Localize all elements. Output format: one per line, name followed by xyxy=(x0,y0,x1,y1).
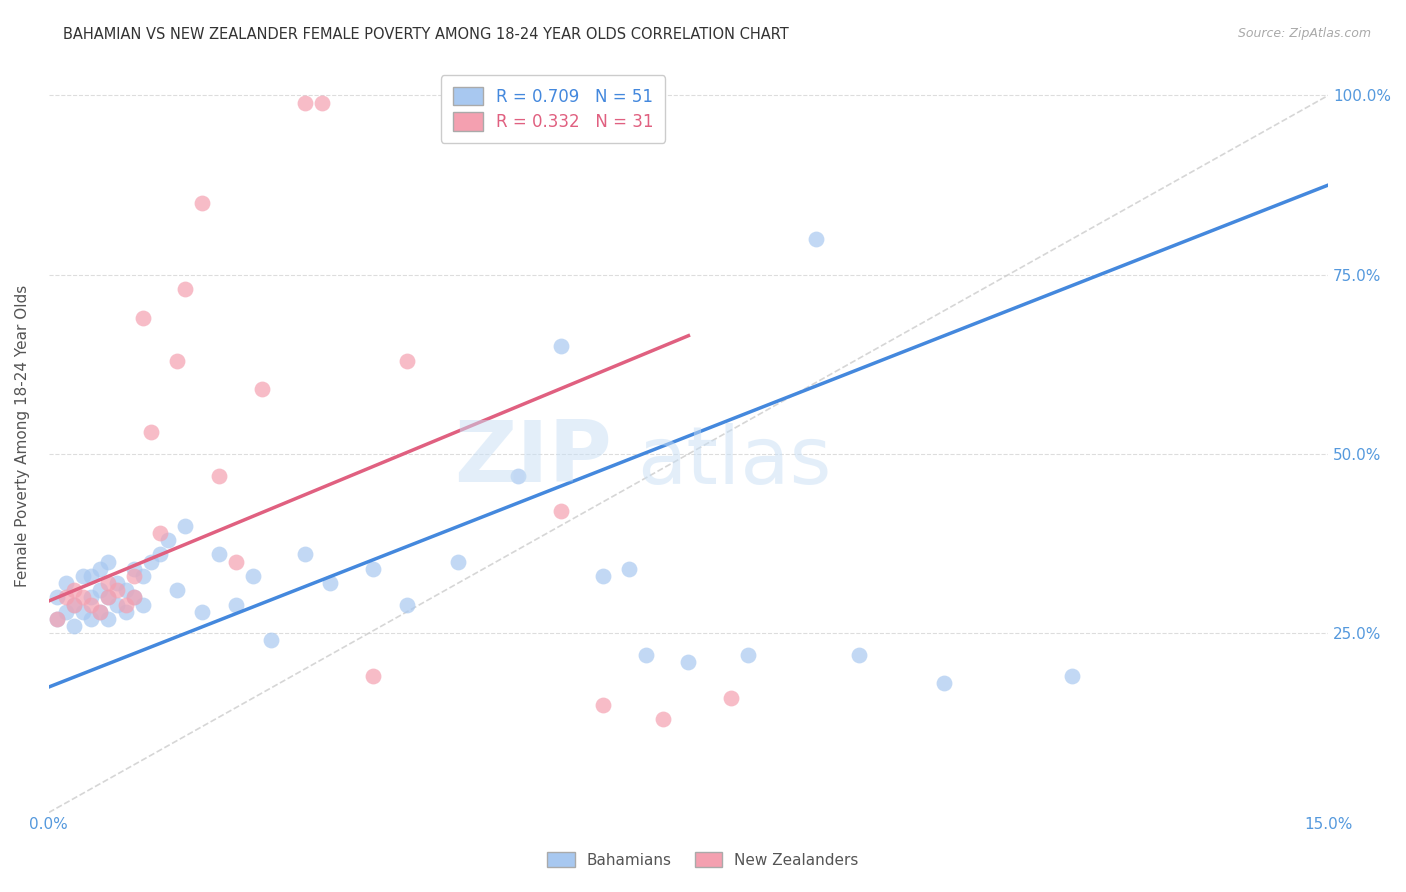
Point xyxy=(131,310,153,325)
Point xyxy=(592,569,614,583)
Point xyxy=(848,648,870,662)
Point xyxy=(122,562,145,576)
Point xyxy=(1062,669,1084,683)
Point xyxy=(174,518,197,533)
Point xyxy=(319,576,342,591)
Point xyxy=(259,633,281,648)
Point xyxy=(191,605,214,619)
Point xyxy=(80,569,103,583)
Point xyxy=(80,612,103,626)
Point xyxy=(89,605,111,619)
Point xyxy=(97,591,120,605)
Point xyxy=(46,612,69,626)
Legend: R = 0.709   N = 51, R = 0.332   N = 31: R = 0.709 N = 51, R = 0.332 N = 31 xyxy=(441,76,665,143)
Point xyxy=(934,676,956,690)
Point xyxy=(250,383,273,397)
Point xyxy=(131,598,153,612)
Point xyxy=(122,591,145,605)
Point xyxy=(166,353,188,368)
Point xyxy=(114,605,136,619)
Text: Source: ZipAtlas.com: Source: ZipAtlas.com xyxy=(1237,27,1371,40)
Point xyxy=(139,555,162,569)
Point xyxy=(72,569,94,583)
Point xyxy=(55,591,77,605)
Point xyxy=(114,583,136,598)
Point xyxy=(395,353,418,368)
Point xyxy=(634,648,657,662)
Point xyxy=(149,548,172,562)
Point xyxy=(122,591,145,605)
Point xyxy=(166,583,188,598)
Point xyxy=(225,555,247,569)
Point xyxy=(361,562,384,576)
Point xyxy=(105,583,128,598)
Point xyxy=(97,555,120,569)
Point xyxy=(63,583,86,598)
Point xyxy=(97,591,120,605)
Point xyxy=(311,95,333,110)
Point xyxy=(191,196,214,211)
Point xyxy=(294,548,316,562)
Point xyxy=(80,598,103,612)
Point xyxy=(149,525,172,540)
Point xyxy=(89,583,111,598)
Point xyxy=(395,598,418,612)
Point xyxy=(806,232,828,246)
Point xyxy=(447,555,470,569)
Point xyxy=(720,690,742,705)
Point xyxy=(550,504,572,518)
Point xyxy=(55,605,77,619)
Point xyxy=(63,598,86,612)
Point xyxy=(592,698,614,712)
Point xyxy=(617,562,640,576)
Point xyxy=(97,576,120,591)
Point xyxy=(157,533,180,547)
Point xyxy=(46,612,69,626)
Point xyxy=(208,548,231,562)
Point xyxy=(89,605,111,619)
Point xyxy=(139,425,162,440)
Point xyxy=(678,655,700,669)
Point xyxy=(97,612,120,626)
Point xyxy=(63,619,86,633)
Text: ZIP: ZIP xyxy=(454,417,612,500)
Point xyxy=(294,95,316,110)
Legend: Bahamians, New Zealanders: Bahamians, New Zealanders xyxy=(540,844,866,875)
Point xyxy=(89,562,111,576)
Point xyxy=(361,669,384,683)
Point xyxy=(225,598,247,612)
Point xyxy=(550,339,572,353)
Point xyxy=(131,569,153,583)
Point xyxy=(447,95,470,110)
Point xyxy=(55,576,77,591)
Point xyxy=(242,569,264,583)
Point xyxy=(72,605,94,619)
Point xyxy=(122,569,145,583)
Text: BAHAMIAN VS NEW ZEALANDER FEMALE POVERTY AMONG 18-24 YEAR OLDS CORRELATION CHART: BAHAMIAN VS NEW ZEALANDER FEMALE POVERTY… xyxy=(63,27,789,42)
Point xyxy=(72,591,94,605)
Point xyxy=(506,468,529,483)
Point xyxy=(105,598,128,612)
Point xyxy=(737,648,759,662)
Point xyxy=(63,598,86,612)
Point xyxy=(651,712,673,726)
Point xyxy=(208,468,231,483)
Point xyxy=(46,591,69,605)
Point xyxy=(174,282,197,296)
Y-axis label: Female Poverty Among 18-24 Year Olds: Female Poverty Among 18-24 Year Olds xyxy=(15,285,30,587)
Point xyxy=(105,576,128,591)
Point xyxy=(114,598,136,612)
Text: atlas: atlas xyxy=(637,424,831,501)
Point xyxy=(80,591,103,605)
